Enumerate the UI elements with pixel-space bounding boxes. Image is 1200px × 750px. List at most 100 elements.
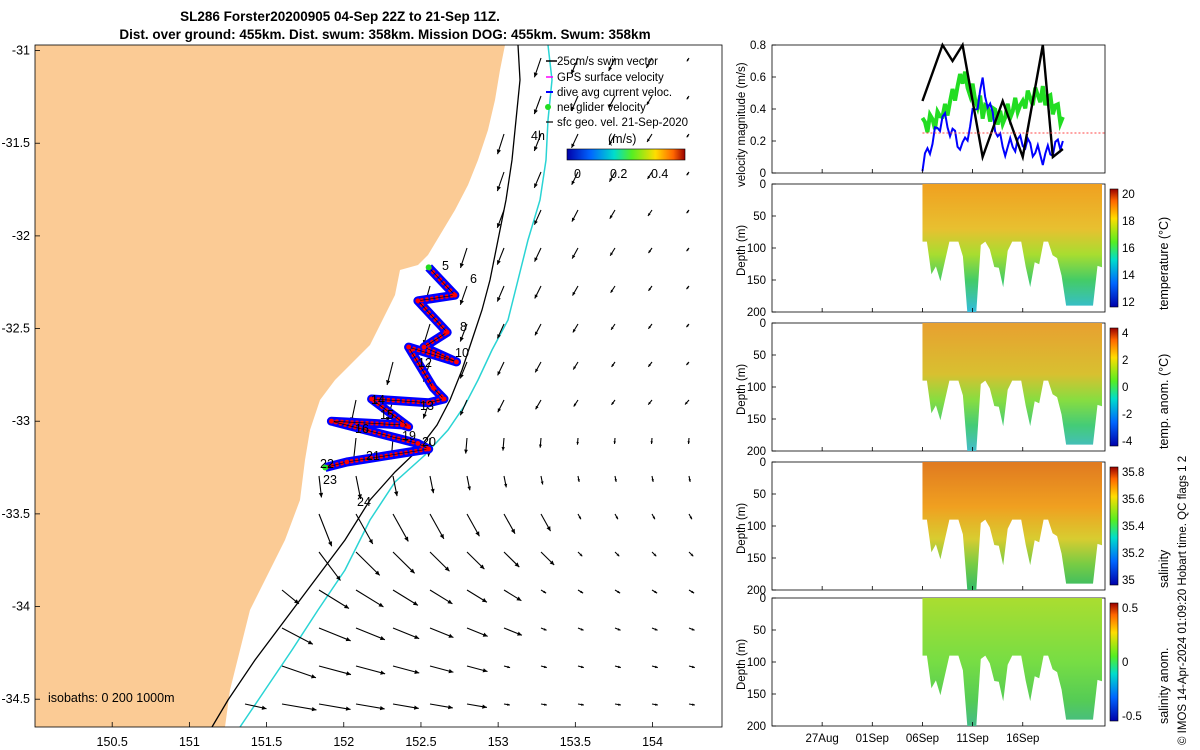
- colorbar-tick: 0: [1122, 382, 1128, 394]
- velocity-arrow: [496, 247, 505, 265]
- colorbar-tick-2: 0.4: [651, 167, 668, 181]
- colorbar-tick: 14: [1122, 270, 1135, 282]
- velocity-arrow: [540, 551, 555, 566]
- velocity-arrow: [648, 247, 653, 254]
- section-ytick: 100: [747, 657, 766, 669]
- section-ytick: 150: [747, 414, 766, 426]
- legend-net-marker: [545, 104, 551, 110]
- colorbar-tick: 35.2: [1122, 548, 1144, 560]
- velocity-arrow: [392, 551, 416, 574]
- section-ylabel: Depth (m): [736, 503, 748, 554]
- track-point: [426, 446, 432, 452]
- velocity-arrow: [318, 551, 341, 581]
- section-ytick: 50: [753, 625, 766, 637]
- velocity-arrow: [392, 703, 419, 710]
- isobath-1000: [239, 45, 553, 727]
- velocity-arrow: [392, 627, 420, 640]
- side-note: © IMOS 14-Apr-2024 01:09:20 Hobart time.…: [1177, 456, 1189, 745]
- section-ytick: 200: [747, 446, 766, 458]
- section-ytick: 50: [753, 211, 766, 223]
- colorbar-label: salinity anom.: [1157, 648, 1171, 724]
- section-ytick: 200: [747, 721, 766, 733]
- lon-tick-label: 153: [488, 735, 509, 749]
- velocity-arrow: [570, 95, 579, 112]
- velocity-arrow: [503, 665, 511, 669]
- velocity-arrow: [281, 703, 317, 712]
- velocity-arrow: [318, 665, 352, 676]
- day-label: 15: [380, 408, 394, 422]
- velocity-arrow: [429, 627, 454, 638]
- velocity-arrow: [503, 589, 522, 602]
- track-point: [426, 400, 432, 406]
- velocity-arrow: [688, 589, 695, 594]
- glider-track: [322, 264, 461, 472]
- velocity-arrow: [496, 171, 505, 192]
- colorbar-tick: 35: [1122, 575, 1135, 587]
- velocity-panel: 0 0.2 0.4 0.6 0.8 velocity magnitude (m/s): [736, 40, 1106, 187]
- temp-anom-panel: 0 50 100 150 200 Depth (m) 4 2 0 -2 -4 temp. anom. …: [736, 318, 1171, 458]
- day-label: 19: [402, 429, 416, 443]
- velocity-arrow: [244, 703, 267, 710]
- velocity-arrow: [686, 209, 690, 214]
- track-point: [344, 459, 350, 465]
- lon-tick-label: 152: [333, 735, 354, 749]
- velocity-arrow: [651, 551, 657, 557]
- velocity-arrow: [503, 627, 523, 636]
- velocity-arrow: [466, 513, 480, 537]
- velocity-ytick: 0.4: [750, 104, 767, 116]
- velocity-arrow: [386, 361, 394, 386]
- day-label: 20: [422, 435, 436, 449]
- velocity-arrow: [577, 475, 580, 482]
- velocity-series-line: [920, 71, 1065, 133]
- legend-current: dive avg current veloc.: [557, 87, 672, 99]
- velocity-arrow: [355, 551, 381, 576]
- chart-title-line2: Dist. over ground: 455km. Dist. swum: 35…: [119, 27, 651, 42]
- velocity-arrow: [614, 513, 619, 520]
- velocity-arrow: [577, 589, 584, 594]
- velocity-arrow: [651, 513, 656, 520]
- velocity-arrow: [459, 323, 468, 342]
- velocity-arrow: [686, 171, 690, 176]
- end-point: [322, 464, 329, 471]
- track-point: [441, 396, 447, 402]
- day-label: 10: [455, 346, 469, 360]
- velocity-arrow: [571, 209, 579, 222]
- section-ylabel: Depth (m): [736, 639, 748, 690]
- velocity-arrow: [459, 285, 468, 305]
- velocity-series-line: [921, 41, 1064, 162]
- velocity-arrow: [496, 323, 505, 339]
- velocity-arrow: [647, 171, 653, 180]
- velocity-arrow: [614, 703, 622, 706]
- velocity-arrow: [608, 133, 616, 146]
- velocity-arrow: [497, 361, 505, 376]
- velocity-arrow: [355, 665, 386, 675]
- colorbar-tick: -2: [1122, 409, 1132, 421]
- velocity-arrow: [688, 627, 695, 631]
- velocity-arrow: [651, 475, 654, 482]
- velocity-arrow: [318, 513, 333, 547]
- track-point: [415, 441, 421, 446]
- velocity-arrow: [576, 437, 579, 445]
- section-colorbar: [1109, 188, 1119, 308]
- speed-colorbar: [566, 148, 686, 161]
- velocity-arrow: [429, 475, 435, 494]
- velocity-arrow: [496, 209, 505, 229]
- velocity-arrow: [686, 323, 690, 328]
- map-legend: 25cm/s swim vector GPS surface velocity …: [545, 56, 688, 181]
- velocity-arrow: [647, 399, 653, 406]
- velocity-arrow: [533, 57, 542, 78]
- velocity-arrow: [570, 57, 579, 75]
- velocity-arrow: [535, 399, 542, 410]
- section-ytick: 0: [760, 179, 766, 191]
- lat-tick-label: -34: [12, 600, 30, 614]
- colorbar-tick: 35.4: [1122, 521, 1145, 533]
- velocity-arrow: [686, 285, 690, 290]
- section-colorbar: [1109, 466, 1119, 586]
- velocity-arrow: [540, 589, 547, 594]
- lat-tick-label: -31.5: [2, 136, 31, 150]
- velocity-arrow: [466, 627, 488, 637]
- track-point: [400, 422, 405, 428]
- velocity-arrow: [651, 703, 659, 706]
- velocity-arrow: [355, 703, 385, 711]
